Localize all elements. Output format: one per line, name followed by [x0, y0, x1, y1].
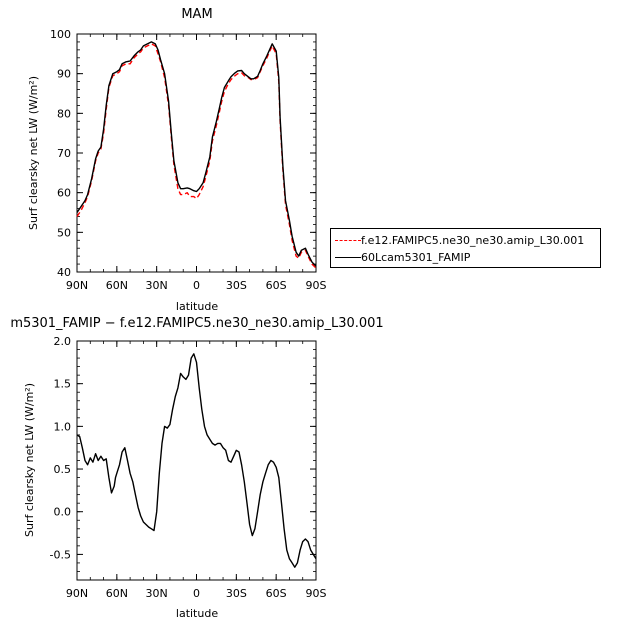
- top-y-tick-label: 100: [50, 28, 71, 41]
- legend-item-experiment: 60Lcam5301_FAMIP: [335, 249, 470, 265]
- top-x-tick-label: 90S: [306, 279, 327, 292]
- bottom-x-tick-label: 60N: [106, 587, 128, 600]
- bottom-y-axis-label: Surf clearsky net LW (W/m²): [23, 383, 36, 537]
- top-x-tick-label: 60S: [266, 279, 287, 292]
- legend-label-experiment: 60Lcam5301_FAMIP: [361, 250, 471, 264]
- legend-label-reference: f.e12.FAMIPC5.ne30_ne30.amip_L30.001: [361, 233, 585, 247]
- top-y-tick-label: 50: [57, 226, 71, 239]
- top-series-group: [76, 41, 317, 269]
- top-x-axis-label: latitude: [176, 300, 218, 313]
- bottom-x-tick-label: 90S: [306, 587, 327, 600]
- legend-item-reference: f.e12.FAMIPC5.ne30_ne30.amip_L30.001: [335, 232, 584, 248]
- top-y-tick-label: 90: [57, 68, 71, 81]
- top-x-tick-label: 0: [193, 279, 200, 292]
- top-series-line-1: [76, 41, 317, 267]
- bottom-chart-title: m5301_FAMIP − f.e12.FAMIPC5.ne30_ne30.am…: [10, 316, 383, 331]
- top-x-tick-label: 30S: [226, 279, 247, 292]
- bottom-panel: m5301_FAMIP − f.e12.FAMIPC5.ne30_ne30.am…: [10, 316, 383, 620]
- top-y-tick-label: 40: [57, 266, 71, 279]
- bottom-y-tick-label: 0.0: [54, 506, 72, 519]
- top-y-axis: 40 50 60 70 80 90 100: [50, 28, 316, 279]
- bottom-y-tick-label: 1.0: [54, 420, 72, 433]
- bottom-x-axis: 90N 60N 30N 0 30S 60S 90S: [66, 341, 327, 600]
- bottom-y-tick-label: 2.0: [54, 335, 72, 348]
- top-x-tick-label: 90N: [66, 279, 88, 292]
- top-y-tick-label: 60: [57, 187, 71, 200]
- top-plot-frame: [76, 33, 317, 273]
- top-y-axis-label: Surf clearsky net LW (W/m²): [27, 76, 40, 230]
- legend-swatch-dashed-red: [335, 239, 361, 241]
- bottom-x-tick-label: 30S: [226, 587, 247, 600]
- bottom-y-axis: -0.5 0.0 0.5 1.0 1.5 2.0: [50, 335, 316, 581]
- top-series-line-0: [76, 43, 317, 269]
- top-x-axis: 90N 60N 30N 0 30S 60S 90S: [66, 34, 327, 292]
- top-chart-title: MAM: [181, 7, 212, 22]
- bottom-plot-frame: [76, 340, 317, 581]
- top-x-tick-label: 30N: [146, 279, 168, 292]
- bottom-series-line-0: [76, 353, 317, 568]
- bottom-y-tick-label: 0.5: [54, 463, 72, 476]
- bottom-x-tick-label: 60S: [266, 587, 287, 600]
- legend: f.e12.FAMIPC5.ne30_ne30.amip_L30.001 60L…: [330, 228, 601, 268]
- bottom-x-tick-label: 0: [193, 587, 200, 600]
- bottom-y-tick-label: -0.5: [50, 548, 71, 561]
- bottom-series-group: [76, 353, 317, 568]
- bottom-x-tick-label: 30N: [146, 587, 168, 600]
- bottom-y-tick-label: 1.5: [54, 378, 72, 391]
- legend-swatch-solid-black: [335, 256, 361, 258]
- bottom-x-tick-label: 90N: [66, 587, 88, 600]
- top-y-tick-label: 80: [57, 107, 71, 120]
- top-x-tick-label: 60N: [106, 279, 128, 292]
- bottom-x-axis-label: latitude: [176, 607, 218, 620]
- top-y-tick-label: 70: [57, 147, 71, 160]
